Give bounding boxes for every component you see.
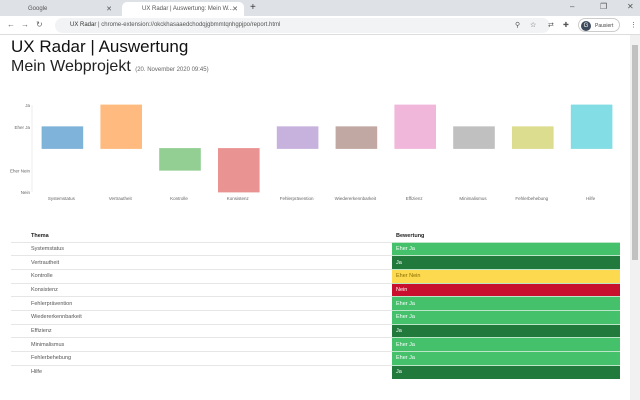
table-row: Wiedererkennbarkeit Eher Ja [11, 309, 620, 325]
rating-cell: Eher Ja [392, 351, 620, 366]
bar-effizienz [394, 104, 436, 149]
extension-icon[interactable]: ⇄ [548, 22, 554, 29]
scrollbar-thumb[interactable] [632, 45, 638, 260]
minimize-button[interactable]: – [570, 2, 575, 11]
table-row: Vertrautheit Ja [11, 255, 620, 270]
url-prefix: UX Radar [70, 22, 97, 28]
menu-icon[interactable]: ⋮ [630, 22, 637, 29]
tab-ux-radar[interactable]: UX Radar | Auswertung: Mein W... ✕ [122, 2, 244, 16]
tab-label: Google [28, 6, 48, 12]
topic-cell: Konsistenz [11, 282, 392, 297]
table-row: Systemstatus Eher Ja [11, 241, 620, 256]
y-tick-label: Eher Ja [14, 125, 30, 130]
rating-cell: Ja [392, 255, 620, 270]
bar-kontrolle [159, 148, 201, 171]
header-thema: Thema [31, 232, 49, 239]
results-table: Thema Bewertung Systemstatus Eher Ja Vertra… [11, 230, 620, 379]
rating-cell: Eher Nein [392, 268, 620, 284]
header-bewertung: Bewertung [396, 232, 425, 239]
table-row: Kontrolle Eher Nein [11, 268, 620, 284]
topic-cell: Fehlerprävention [11, 296, 392, 311]
new-tab-button[interactable]: + [250, 2, 256, 13]
topic-cell: Fehlerbehebung [11, 351, 392, 366]
x-tick-label: Systemstatus [48, 196, 76, 201]
x-tick-label: Hilfe [586, 196, 595, 201]
bar-fehlerprävention [276, 126, 319, 149]
y-tick-label: Ja [25, 103, 30, 108]
y-tick-label: Eher Nein [10, 168, 31, 173]
rating-cell: Eher Ja [392, 309, 620, 325]
rating-cell: Nein [392, 282, 620, 297]
address-bar: ← → ↻ UX Radar | chrome-extension://okck… [0, 16, 640, 35]
tab-bar: Google ✕ UX Radar | Auswertung: Mein W...… [0, 0, 640, 16]
bar-systemstatus [41, 126, 84, 149]
puzzle-icon[interactable]: ✚ [563, 22, 569, 29]
close-icon[interactable]: ✕ [106, 6, 112, 13]
rating-cell: Ja [392, 323, 620, 338]
topic-cell: Vertrautheit [11, 255, 392, 270]
report-date: (20. November 2020 09:45) [135, 67, 209, 73]
bar-konsistenz [217, 148, 260, 193]
bar-hilfe [570, 104, 613, 149]
tab-google[interactable]: Google ✕ [8, 2, 118, 16]
rating-cell: Eher Ja [392, 241, 620, 256]
project-name: Mein Webprojekt [11, 58, 131, 75]
y-tick-label: Nein [21, 190, 31, 195]
table-row: Effizienz Ja [11, 323, 620, 338]
table-row: Fehlerprävention Eher Ja [11, 296, 620, 311]
topic-cell: Minimalismus [11, 337, 392, 352]
star-icon[interactable]: ☆ [530, 22, 537, 29]
bar-minimalismus [453, 126, 495, 149]
profile-label: Pausiert [595, 23, 614, 29]
rating-cell: Eher Ja [392, 296, 620, 311]
x-tick-label: Wiedererkennbarkeit [335, 196, 377, 201]
topic-cell: Hilfe [11, 364, 392, 379]
reload-icon[interactable]: ↻ [36, 20, 43, 29]
x-tick-label: Konsistenz [227, 196, 250, 201]
x-tick-label: Fehlerbehebung [515, 196, 548, 201]
url-input[interactable]: UX Radar | chrome-extension://okckhasaae… [55, 18, 550, 33]
x-tick-label: Vertrautheit [109, 196, 133, 201]
page-title: UX Radar | Auswertung [11, 37, 189, 56]
maximize-button[interactable]: ❐ [600, 2, 608, 11]
bar-fehlerbehebung [512, 126, 554, 149]
topic-cell: Wiedererkennbarkeit [11, 309, 392, 325]
topic-cell: Systemstatus [11, 241, 392, 256]
bar-chart: Eher Ja Ja Eher Nein Nein Systemstatus Vertra… [10, 103, 613, 201]
project-title: Mein Webprojekt (20. November 2020 09:45… [11, 58, 209, 76]
topic-cell: Kontrolle [11, 268, 392, 284]
bar-wiedererkennbarkeit [335, 126, 378, 149]
back-icon[interactable]: ← [7, 20, 15, 29]
topic-cell: Effizienz [11, 323, 392, 338]
forward-icon[interactable]: → [21, 20, 29, 29]
tab-label: UX Radar | Auswertung: Mein W... [142, 6, 233, 12]
rating-cell: Eher Ja [392, 337, 620, 352]
url-text: chrome-extension://okckhasaaedchodqjgbmm… [101, 22, 281, 28]
x-tick-label: Minimalismus [459, 196, 487, 201]
table-row: Hilfe Ja [11, 364, 620, 379]
zoom-icon[interactable]: ⚲ [515, 22, 521, 29]
table-row: Fehlerbehebung Eher Ja [11, 351, 620, 366]
close-window-button[interactable]: ✕ [627, 2, 634, 11]
profile-button[interactable]: G Pausiert [578, 18, 620, 32]
table-row: Konsistenz Nein [11, 282, 620, 297]
x-tick-label: Kontrolle [170, 196, 188, 201]
x-tick-label: Effizienz [406, 196, 424, 201]
table-row: Minimalismus Eher Ja [11, 337, 620, 352]
avatar: G [581, 20, 591, 31]
rating-cell: Ja [392, 364, 620, 379]
bar-vertrautheit [100, 104, 143, 149]
close-icon[interactable]: ✕ [232, 6, 238, 13]
x-tick-label: Fehlerprävention [280, 196, 314, 201]
